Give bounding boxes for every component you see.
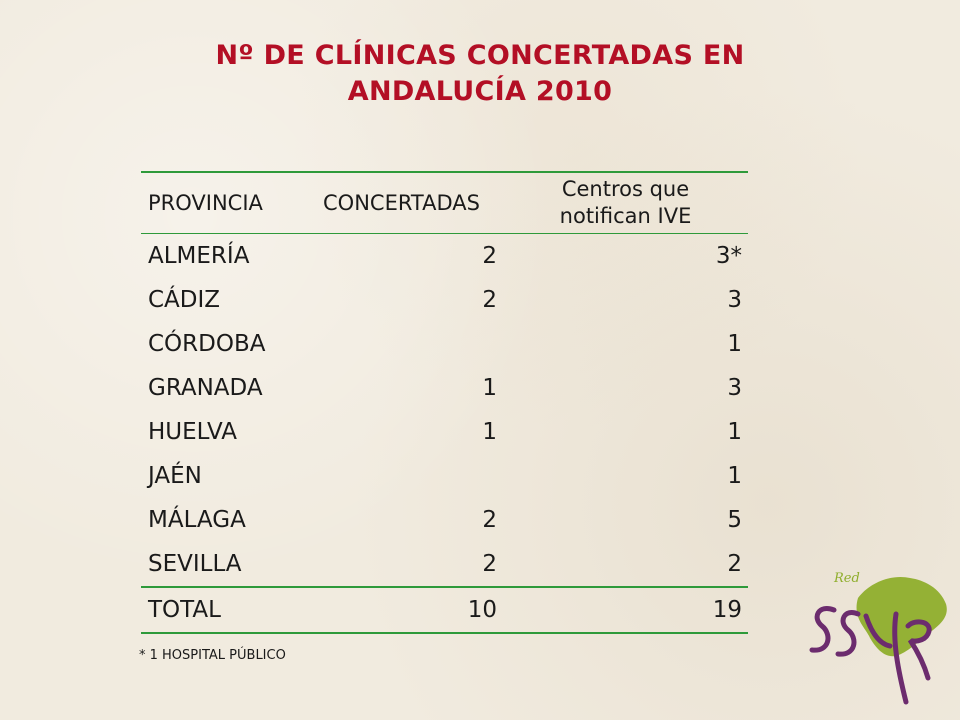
header-centros: Centros que notifican IVE: [503, 171, 748, 234]
clinics-table: PROVINCIA CONCERTADAS Centros que notifi…: [141, 171, 748, 634]
logo-red-text: Red: [833, 571, 860, 586]
cell-concertadas: 1: [482, 375, 497, 401]
cell-provincia: CÁDIZ: [148, 287, 221, 313]
cell-total-label: TOTAL: [141, 586, 316, 634]
cell-concertadas: 1: [482, 419, 497, 445]
cell-centros: 1: [727, 331, 742, 357]
cell-concertadas: 2: [482, 243, 497, 269]
title-line-2: ANDALUCÍA 2010: [347, 76, 613, 107]
cell-centros: 3*: [715, 243, 742, 269]
header-provincia: PROVINCIA: [141, 171, 316, 234]
cell-provincia: ALMERÍA: [148, 243, 250, 269]
cell-concertadas: 2: [482, 507, 497, 533]
table-row: ALMERÍA 2 3*: [141, 234, 748, 279]
cell-total-concertadas: 10: [316, 586, 503, 634]
cell-centros: 1: [727, 419, 742, 445]
table-row: MÁLAGA 2 5: [141, 498, 748, 542]
page-title: Nº DE CLÍNICAS CONCERTADAS EN ANDALUCÍA …: [0, 38, 960, 110]
logo-map-shape: [856, 576, 947, 657]
table-header-row: PROVINCIA CONCERTADAS Centros que notifi…: [141, 171, 748, 234]
table-row: HUELVA 1 1: [141, 410, 748, 454]
header-concertadas: CONCERTADAS: [316, 171, 503, 234]
cell-provincia: HUELVA: [148, 419, 237, 445]
cell-provincia: SEVILLA: [148, 551, 242, 577]
cell-provincia: CÓRDOBA: [148, 331, 266, 357]
cell-centros: 3: [727, 375, 742, 401]
red-ssyr-logo: Red: [809, 571, 947, 705]
cell-provincia: MÁLAGA: [148, 507, 246, 533]
table-row: GRANADA 1 3: [141, 366, 748, 410]
table-row: SEVILLA 2 2: [141, 542, 748, 587]
cell-centros: 3: [727, 287, 742, 313]
table-row: CÁDIZ 2 3: [141, 278, 748, 322]
cell-concertadas: 2: [482, 287, 497, 313]
cell-provincia: JAÉN: [148, 463, 202, 489]
cell-concertadas: 2: [482, 551, 497, 577]
cell-centros: 5: [727, 507, 742, 533]
table-row: CÓRDOBA 1: [141, 322, 748, 366]
cell-concertadas: [316, 322, 503, 366]
cell-total-centros: 19: [503, 586, 748, 634]
cell-concertadas: [316, 454, 503, 498]
title-line-1: Nº DE CLÍNICAS CONCERTADAS EN: [215, 40, 745, 71]
logo-ssyr-lettering: [809, 606, 932, 705]
cell-provincia: GRANADA: [148, 375, 263, 401]
table-total-row: TOTAL 10 19: [141, 586, 748, 634]
footnote: * 1 HOSPITAL PÚBLICO: [139, 648, 286, 663]
cell-centros: 2: [727, 551, 742, 577]
cell-centros: 1: [727, 463, 742, 489]
table-row: JAÉN 1: [141, 454, 748, 498]
